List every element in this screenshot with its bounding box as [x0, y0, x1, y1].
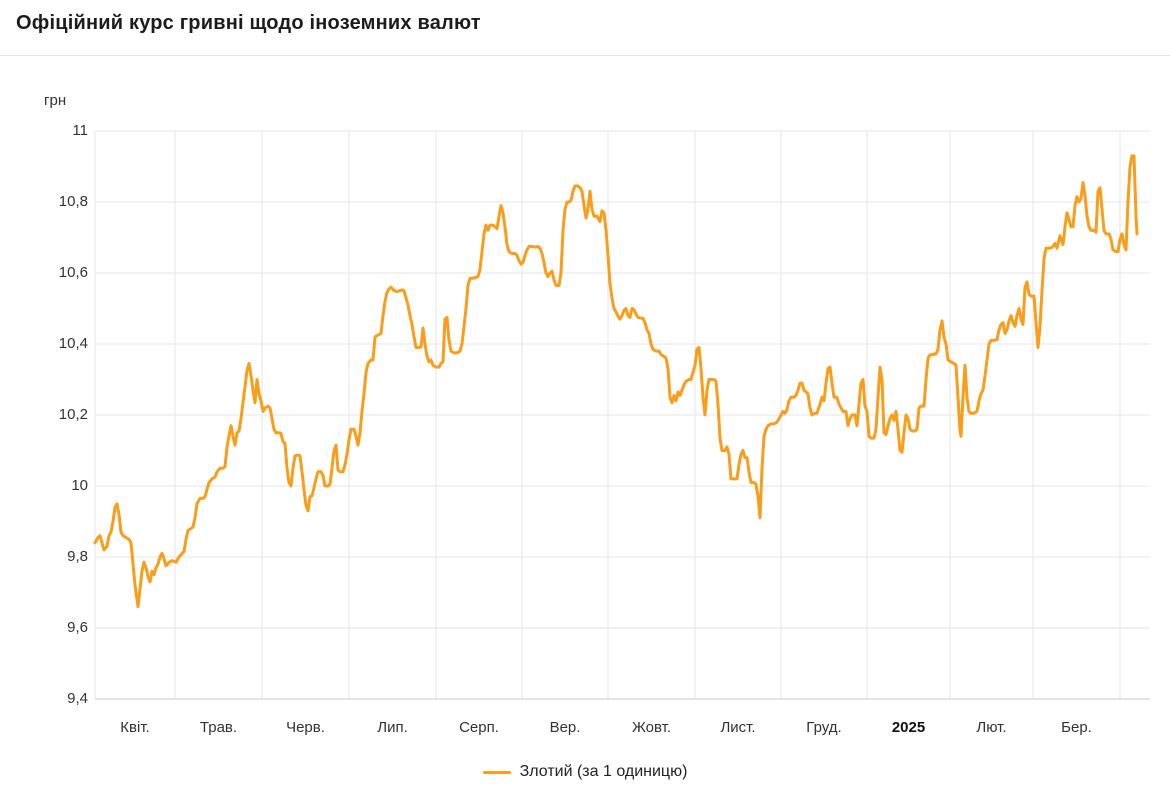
y-tick-label: 9,4 [67, 690, 88, 707]
y-tick-label: 10,8 [58, 193, 88, 210]
legend-item-zloty[interactable]: Злотий (за 1 одиницю) [482, 763, 688, 781]
legend-label: Злотий (за 1 одиницю) [519, 763, 688, 780]
y-tick-label: 10 [71, 477, 88, 494]
y-tick-label: 11 [72, 122, 88, 139]
x-month-label: Бер. [1061, 719, 1092, 736]
y-tick-label: 10,2 [58, 406, 88, 423]
x-month-label: Трав. [199, 719, 238, 736]
title-divider [0, 55, 1170, 56]
zloty-rate-line [93, 154, 1139, 609]
x-month-label: Черв. [286, 719, 325, 736]
x-month-label: 2025 [891, 719, 926, 736]
y-tick-label: 9,8 [67, 548, 88, 565]
x-month-label: Вер. [549, 719, 581, 736]
x-month-label: Квіт. [120, 719, 150, 736]
page-title: Офіційний курс гривні щодо іноземних вал… [16, 12, 481, 34]
y-tick-label: 9,6 [67, 619, 88, 636]
x-month-label: Жовт. [631, 719, 672, 736]
y-axis-unit-label: грн [44, 92, 67, 109]
legend-line-swatch [482, 770, 511, 774]
x-month-label: Лип. [377, 719, 408, 736]
x-month-label: Лист. [720, 719, 756, 736]
y-tick-label: 10,6 [58, 264, 88, 281]
chart-legend: Злотий (за 1 одиницю) [0, 763, 1170, 781]
y-tick-label: 10,4 [58, 335, 88, 352]
x-month-label: Груд. [806, 719, 842, 736]
x-month-label: Лют. [976, 719, 1007, 736]
x-month-label: Серп. [459, 719, 499, 736]
